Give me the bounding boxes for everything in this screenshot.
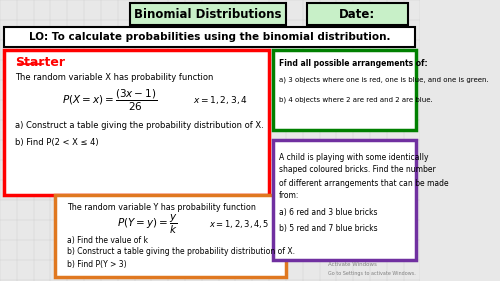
FancyBboxPatch shape [274,140,416,260]
Text: b) Construct a table giving the probability distribution of X.: b) Construct a table giving the probabil… [68,248,296,257]
Text: Date:: Date: [340,8,376,21]
Text: b) 5 red and 7 blue bricks: b) 5 red and 7 blue bricks [279,223,378,232]
FancyBboxPatch shape [130,3,286,25]
Text: The random variable Y has probability function: The random variable Y has probability fu… [68,203,256,212]
Text: a) 6 red and 3 blue bricks: a) 6 red and 3 blue bricks [279,209,378,217]
Text: LO: To calculate probabilities using the binomial distribution.: LO: To calculate probabilities using the… [28,32,390,42]
FancyBboxPatch shape [54,195,286,277]
Text: shaped coloured bricks. Find the number: shaped coloured bricks. Find the number [279,166,436,175]
Text: $x = 1,2,3,4,5$: $x = 1,2,3,4,5$ [208,218,269,230]
FancyBboxPatch shape [4,27,414,47]
Text: Activate Windows: Activate Windows [328,262,377,268]
Text: The random variable X has probability function: The random variable X has probability fu… [15,72,214,81]
FancyBboxPatch shape [307,3,408,25]
Text: $P(X = x) = \dfrac{(3x-1)}{26}$: $P(X = x) = \dfrac{(3x-1)}{26}$ [62,87,157,113]
FancyBboxPatch shape [274,50,416,130]
Text: $P(Y = y) = \dfrac{y}{k}$: $P(Y = y) = \dfrac{y}{k}$ [117,212,178,236]
Text: of different arrangements that can be made: of different arrangements that can be ma… [279,178,449,187]
Text: A child is playing with some identically: A child is playing with some identically [279,153,428,162]
Text: a) Construct a table giving the probability distribution of X.: a) Construct a table giving the probabil… [15,121,264,130]
Text: from:: from: [279,191,299,201]
Text: b) Find P(Y > 3): b) Find P(Y > 3) [68,259,127,269]
Text: Starter: Starter [15,56,65,69]
FancyBboxPatch shape [4,50,269,195]
Text: a) Find the value of k: a) Find the value of k [68,235,148,244]
Text: Find all possible arrangements of:: Find all possible arrangements of: [279,58,428,67]
Text: a) 3 objects where one is red, one is blue, and one is green.: a) 3 objects where one is red, one is bl… [279,77,489,83]
Text: b) 4 objects where 2 are red and 2 are blue.: b) 4 objects where 2 are red and 2 are b… [279,97,433,103]
Text: b) Find P(2 < X ≤ 4): b) Find P(2 < X ≤ 4) [15,139,99,148]
Text: $x = 1,2,3,4$: $x = 1,2,3,4$ [194,94,248,106]
Text: Binomial Distributions: Binomial Distributions [134,8,282,21]
Text: Go to Settings to activate Windows.: Go to Settings to activate Windows. [328,271,416,275]
